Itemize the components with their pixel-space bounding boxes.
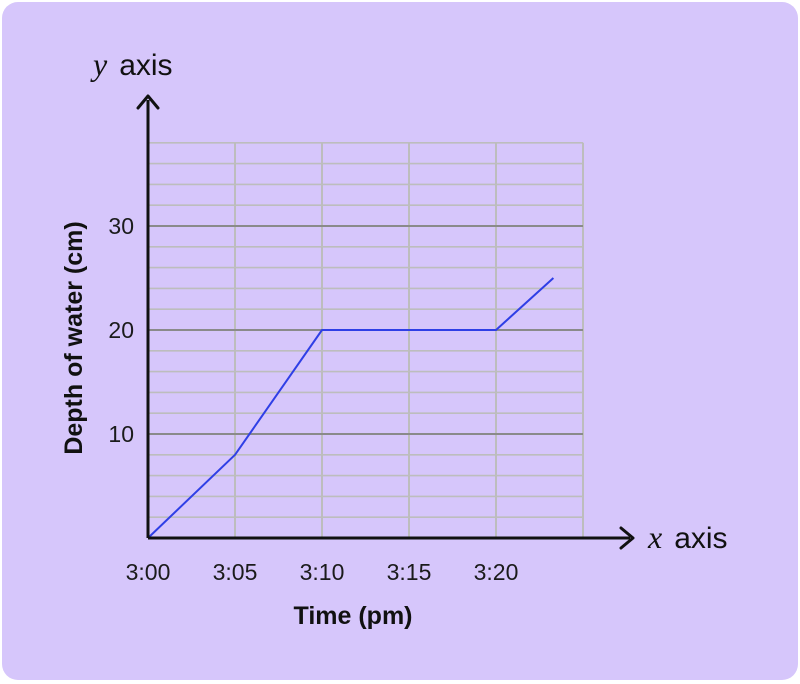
tick-labels: 3:00 3:05 3:10 3:15 3:20 10 20 30: [108, 213, 518, 585]
y-axis-name-word: axis: [119, 49, 172, 82]
y-axis-name: y axis: [90, 46, 173, 82]
x-axis-name-word: axis: [674, 522, 727, 555]
series-layer: [147, 277, 555, 539]
series-line: [147, 277, 555, 539]
x-axis-name: x axis: [647, 519, 728, 555]
grid: [148, 142, 584, 538]
x-axis-name-var: x: [647, 519, 662, 555]
y-axis-arrow: [136, 94, 160, 110]
x-axis-title: Time (pm): [294, 602, 413, 630]
x-tick-label: 3:10: [300, 559, 345, 585]
y-axis-name-var: y: [90, 46, 108, 82]
axes: [136, 94, 635, 550]
x-tick-label: 3:05: [213, 559, 258, 585]
y-tick-label: 20: [108, 317, 134, 343]
x-tick-label: 3:20: [474, 559, 519, 585]
y-tick-label: 10: [108, 421, 134, 447]
x-tick-label: 3:00: [126, 559, 171, 585]
y-tick-label: 30: [108, 213, 134, 239]
x-axis-arrow: [619, 526, 635, 550]
x-tick-label: 3:15: [387, 559, 432, 585]
y-axis-title: Depth of water (cm): [60, 221, 88, 454]
